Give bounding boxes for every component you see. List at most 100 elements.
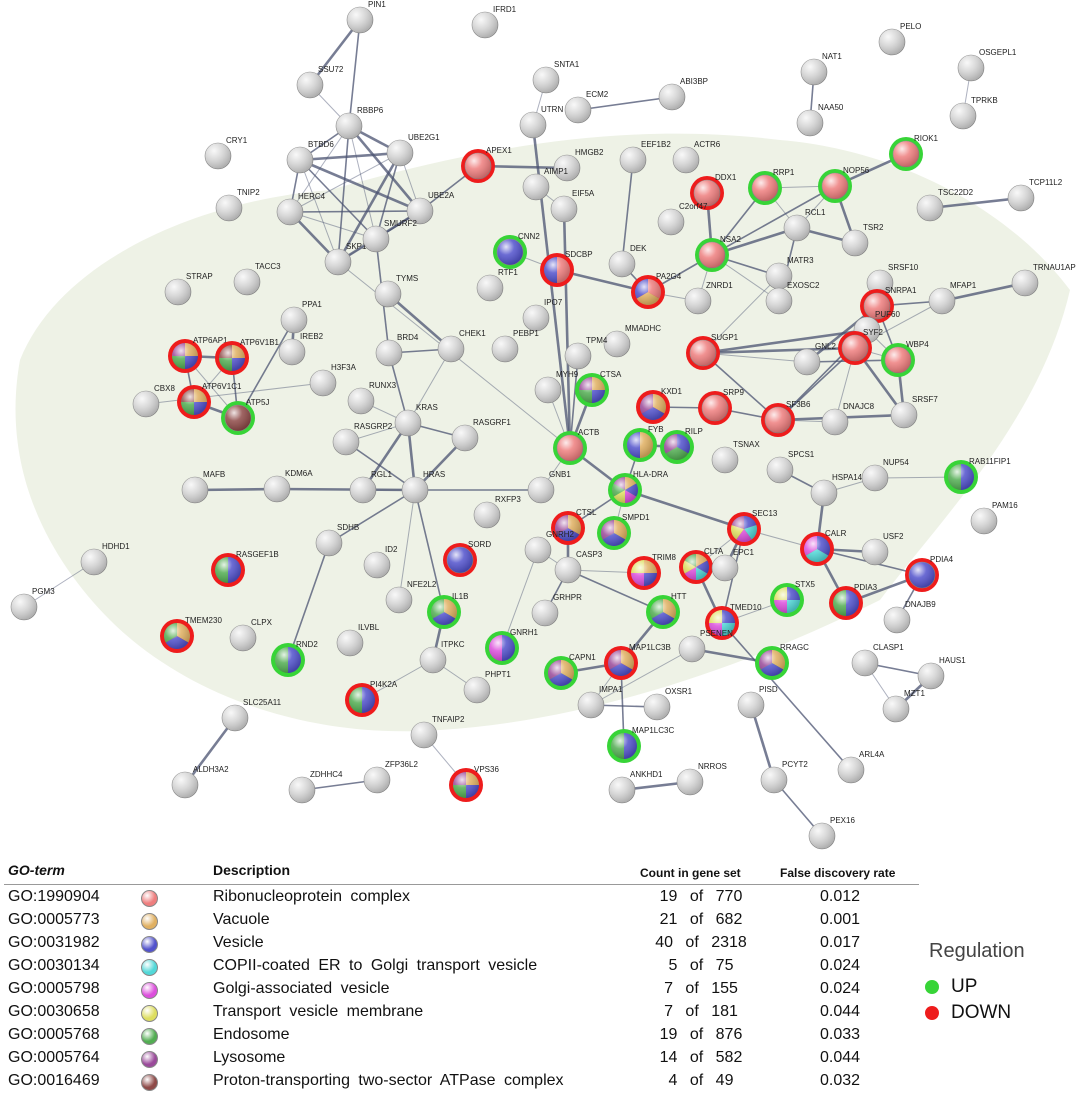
node-il1b[interactable]: IL1B bbox=[427, 592, 468, 629]
node-gnb1[interactable]: GNB1 bbox=[527, 470, 571, 504]
node-rxfp3[interactable]: RXFP3 bbox=[473, 495, 521, 529]
node-snta1[interactable]: SNTA1 bbox=[532, 60, 580, 94]
node-cbx8[interactable]: CBX8 bbox=[132, 384, 175, 418]
node-usf2[interactable]: USF2 bbox=[861, 532, 904, 566]
node-eif5a[interactable]: EIF5A bbox=[550, 189, 595, 223]
node-epc1[interactable]: EPC1 bbox=[711, 548, 754, 582]
node-eef1b2[interactable]: EEF1B2 bbox=[619, 140, 671, 174]
node-ireb2[interactable]: IREB2 bbox=[278, 332, 324, 366]
node-slc25a11[interactable]: SLC25A11 bbox=[221, 698, 282, 732]
node-pelo[interactable]: PELO bbox=[878, 22, 921, 56]
node-wbp4[interactable]: WBP4 bbox=[881, 340, 929, 377]
node-rilp[interactable]: RILP bbox=[660, 427, 703, 464]
node-pdia4[interactable]: PDIA4 bbox=[905, 555, 954, 592]
node-nsa2[interactable]: NSA2 bbox=[695, 235, 741, 272]
node-itpkc[interactable]: ITPKC bbox=[419, 640, 465, 674]
node-kras[interactable]: KRAS bbox=[394, 403, 438, 437]
node-ssu72[interactable]: SSU72 bbox=[296, 65, 344, 99]
node-rasgrf1[interactable]: RASGRF1 bbox=[451, 418, 511, 452]
node-grhpr[interactable]: GRHPR bbox=[531, 593, 582, 627]
node-rtf1[interactable]: RTF1 bbox=[476, 268, 518, 302]
node-gnrh2[interactable]: GNRH2 bbox=[524, 530, 575, 564]
node-rnd2[interactable]: RND2 bbox=[271, 640, 318, 677]
node-tcp11l2[interactable]: TCP11L2 bbox=[1007, 178, 1063, 212]
node-abi3bp[interactable]: ABI3BP bbox=[658, 77, 708, 111]
node-ilvbl[interactable]: ILVBL bbox=[336, 623, 380, 657]
node-myh9[interactable]: MYH9 bbox=[534, 370, 579, 404]
node-exosc2[interactable]: EXOSC2 bbox=[765, 281, 820, 315]
node-haus1[interactable]: HAUS1 bbox=[917, 656, 966, 690]
node-apex1[interactable]: APEX1 bbox=[461, 146, 512, 183]
node-zfp36l2[interactable]: ZFP36L2 bbox=[363, 760, 418, 794]
node-clta[interactable]: CLTA bbox=[679, 547, 724, 584]
node-htt[interactable]: HTT bbox=[646, 592, 687, 629]
node-atp5j[interactable]: ATP5J bbox=[221, 398, 269, 435]
node-runx3[interactable]: RUNX3 bbox=[347, 381, 397, 415]
node-dnajc8[interactable]: DNAJC8 bbox=[821, 402, 875, 436]
node-phpt1[interactable]: PHPT1 bbox=[463, 670, 511, 704]
node-mmadhc[interactable]: MMADHC bbox=[603, 324, 661, 358]
node-cnn2[interactable]: CNN2 bbox=[493, 232, 540, 269]
node-hmgb2[interactable]: HMGB2 bbox=[553, 148, 604, 182]
node-tacc3[interactable]: TACC3 bbox=[233, 262, 281, 296]
node-ctsl[interactable]: CTSL bbox=[551, 508, 597, 545]
node-tsr2[interactable]: TSR2 bbox=[841, 223, 884, 257]
node-rasgrp2[interactable]: RASGRP2 bbox=[332, 422, 393, 456]
node-h3f3a[interactable]: H3F3A bbox=[309, 363, 357, 397]
node-gnrh1[interactable]: GNRH1 bbox=[485, 628, 539, 665]
node-mzt1[interactable]: MZT1 bbox=[882, 689, 925, 723]
node-ifrd1[interactable]: IFRD1 bbox=[471, 5, 517, 39]
node-dek[interactable]: DEK bbox=[608, 244, 647, 278]
node-rgl1[interactable]: RGL1 bbox=[349, 470, 392, 504]
node-cry1[interactable]: CRY1 bbox=[204, 136, 248, 170]
node-clpx[interactable]: CLPX bbox=[229, 618, 273, 652]
node-psenen[interactable]: PSENEN bbox=[678, 629, 733, 663]
node-utrn[interactable]: UTRN bbox=[519, 105, 563, 139]
node-herc4[interactable]: HERC4 bbox=[276, 192, 326, 226]
node-dnajb9[interactable]: DNAJB9 bbox=[883, 600, 936, 634]
node-sugp1[interactable]: SUGP1 bbox=[686, 333, 739, 370]
node-hla-dra[interactable]: HLA-DRA bbox=[608, 470, 669, 507]
node-atp6ap1[interactable]: ATP6AP1 bbox=[168, 336, 228, 373]
node-pisd[interactable]: PISD bbox=[737, 685, 778, 719]
node-tpm4[interactable]: TPM4 bbox=[564, 336, 608, 370]
node-spcs1[interactable]: SPCS1 bbox=[766, 450, 815, 484]
node-sord[interactable]: SORD bbox=[443, 540, 491, 577]
node-tnip2[interactable]: TNIP2 bbox=[215, 188, 260, 222]
node-rab11fip1[interactable]: RAB11FIP1 bbox=[944, 457, 1011, 494]
node-aldh3a2[interactable]: ALDH3A2 bbox=[171, 765, 229, 799]
node-pam16[interactable]: PAM16 bbox=[970, 501, 1018, 535]
node-sec13[interactable]: SEC13 bbox=[727, 509, 778, 546]
node-pin1[interactable]: PIN1 bbox=[346, 0, 386, 34]
node-ankhd1[interactable]: ANKHD1 bbox=[608, 770, 663, 804]
node-ipo7[interactable]: IPO7 bbox=[522, 298, 563, 332]
node-tprkb[interactable]: TPRKB bbox=[949, 96, 998, 130]
node-ube2a[interactable]: UBE2A bbox=[406, 191, 455, 225]
node-naa50[interactable]: NAA50 bbox=[796, 103, 844, 137]
node-tnfaip2[interactable]: TNFAIP2 bbox=[410, 715, 465, 749]
node-osgepl1[interactable]: OSGEPL1 bbox=[957, 48, 1017, 82]
node-znrd1[interactable]: ZNRD1 bbox=[684, 281, 733, 315]
node-actr6[interactable]: ACTR6 bbox=[672, 140, 721, 174]
node-nop56[interactable]: NOP56 bbox=[818, 166, 870, 203]
node-matr3[interactable]: MATR3 bbox=[765, 256, 814, 290]
node-arl4a[interactable]: ARL4A bbox=[837, 750, 885, 784]
node-map1lc3b[interactable]: MAP1LC3B bbox=[604, 643, 671, 680]
node-nup54[interactable]: NUP54 bbox=[861, 458, 909, 492]
node-ctsa[interactable]: CTSA bbox=[575, 370, 622, 407]
node-oxsr1[interactable]: OXSR1 bbox=[643, 687, 693, 721]
node-map1lc3c[interactable]: MAP1LC3C bbox=[607, 726, 674, 763]
node-hdhd1[interactable]: HDHD1 bbox=[80, 542, 130, 576]
node-zdhhc4[interactable]: ZDHHC4 bbox=[288, 770, 343, 804]
node-tmed10[interactable]: TMED10 bbox=[705, 603, 762, 640]
node-impa1[interactable]: IMPA1 bbox=[577, 685, 623, 719]
node-c2orf47[interactable]: C2orf47 bbox=[657, 202, 708, 236]
node-vps36[interactable]: VPS36 bbox=[449, 765, 499, 802]
node-capn1[interactable]: CAPN1 bbox=[544, 653, 596, 690]
node-syf2[interactable]: SYF2 bbox=[838, 328, 884, 365]
node-atp6v1c1[interactable]: ATP6V1C1 bbox=[177, 382, 242, 419]
node-tsc22d2[interactable]: TSC22D2 bbox=[916, 188, 974, 222]
node-strap[interactable]: STRAP bbox=[164, 272, 213, 306]
node-calr[interactable]: CALR bbox=[800, 529, 847, 566]
node-fyb[interactable]: FYB bbox=[623, 425, 664, 462]
